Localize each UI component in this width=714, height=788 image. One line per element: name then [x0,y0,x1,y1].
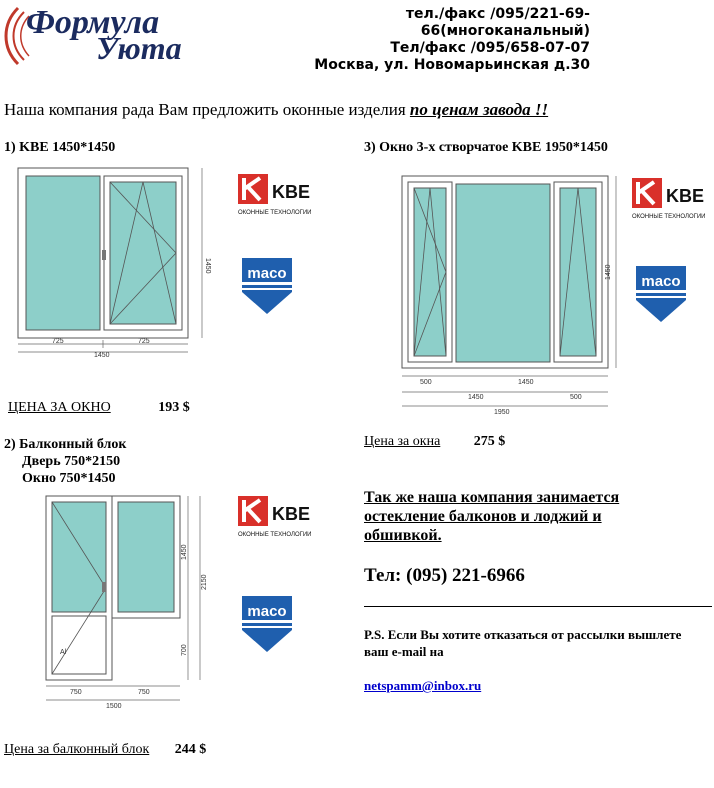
dim2-h2: 2150 [201,574,208,590]
logo-line2: Уюта [96,30,182,66]
dim3-height: 1450 [605,264,612,280]
svg-text:ОКОННЫЕ ТЕХНОЛОГИИ: ОКОННЫЕ ТЕХНОЛОГИИ [238,210,312,216]
svg-text:KBE: KBE [272,504,310,524]
product2-title-line1: 2) Балконный блок [4,437,127,452]
dim2-w1: 750 [70,689,82,696]
product1-price: ЦЕНА ЗА ОКНО 193 $ [8,400,190,416]
dim2-h1: 1450 [181,544,188,560]
svg-text:ОКОННЫЕ ТЕХНОЛОГИИ: ОКОННЫЕ ТЕХНОЛОГИИ [632,214,706,220]
dim-height: 1450 [204,258,211,274]
window-1950-drawing: 500 1450 1450 500 1950 1450 [401,175,617,416]
product3-price: Цена за окна 275 $ [364,434,505,450]
product1-price-label: ЦЕНА ЗА ОКНО [8,400,111,415]
intro-emphasis: по ценам завода !! [409,100,549,119]
maco-logo: maco [240,594,294,659]
dim2-total: 1500 [106,703,122,710]
maco-shield-icon: maco [636,266,686,322]
dim3-total: 1950 [494,409,510,416]
dim2-w2: 750 [138,689,150,696]
unsubscribe-email-link[interactable]: netspamm@inbox.ru [364,678,482,693]
maco-logo: maco [634,264,688,329]
svg-text:maco: maco [247,603,286,620]
dim3-w1: 500 [420,379,432,386]
dim-total: 1450 [94,352,110,358]
kbe-logo: KBE ОКОННЫЕ ТЕХНОЛОГИИ [630,176,714,220]
product3-price-value: 275 $ [473,434,506,449]
kbe-k-icon: KBE ОКОННЫЕ ТЕХНОЛОГИИ [632,178,706,220]
logo-swoosh-icon [4,6,30,66]
contact-phone: Тел: (095) 221-6966 [364,565,525,586]
divider [364,606,712,607]
maco-logo: maco [240,256,294,321]
svg-text:ОКОННЫЕ ТЕХНОЛОГИИ: ОКОННЫЕ ТЕХНОЛОГИИ [238,532,312,538]
svg-text:maco: maco [641,273,680,290]
header-phone1: тел./факс /095/221-69-66(многоканальный) [405,6,590,39]
kbe-logo: KBE ОКОННЫЕ ТЕХНОЛОГИИ [236,494,320,538]
kbe-k-icon: KBE ОКОННЫЕ ТЕХНОЛОГИИ [238,174,312,216]
product2-window-dim: Окно 750*1450 [22,471,116,486]
window-1450-drawing: 725 725 1450 1450 [17,167,211,358]
svg-text:KBE: KBE [272,182,310,202]
logo-line1: Формула [26,4,160,41]
product2-price-label: Цена за балконный блок [4,742,150,757]
svg-text:KBE: KBE [666,186,704,206]
header-contacts: тел./факс /095/221-69-66(многоканальный)… [240,6,590,74]
product2-price: Цена за балконный блок 244 $ [4,742,206,758]
intro-text: Наша компания рада Вам предложить оконны… [4,100,548,120]
balcony-service-note: Так же наша компания занимается остеклен… [364,489,620,544]
product3-price-label: Цена за окна [364,434,441,449]
unsubscribe-note: P.S. Если Вы хотите отказаться от рассыл… [364,627,682,659]
product2-price-value: 244 $ [174,742,207,757]
header-phone2: Тел/факс /095/658-07-07 [390,40,590,56]
intro-plain: Наша компания рада Вам предложить оконны… [4,100,410,119]
kbe-logo: KBE ОКОННЫЕ ТЕХНОЛОГИИ [236,172,320,216]
dim3-w3: 500 [570,394,582,401]
dim2-h3: 700 [181,644,188,656]
maco-shield-icon: maco [242,258,292,314]
product3-title: 3) Окно 3-х створчатое KBE 1950*1450 [364,140,608,155]
header-address: Москва, ул. Новомарьинская д.30 [314,57,590,73]
product1-price-value: 193 $ [158,400,190,415]
svg-text:Al: Al [60,649,67,656]
svg-text:maco: maco [247,265,286,282]
company-logo: Формула Уюта [4,4,240,66]
dim3-w2: 1450 [518,379,534,386]
product2-door-dim: Дверь 750*2150 [22,454,121,469]
product1-title: 1) KBE 1450*1450 [4,140,116,155]
kbe-k-icon: KBE ОКОННЫЕ ТЕХНОЛОГИИ [238,496,312,538]
maco-shield-icon: maco [242,596,292,652]
balcony-block-drawing: Al 750 750 1500 1450 2150 700 [45,495,208,710]
product2-title: 2) Балконный блок Дверь 750*2150 Окно 75… [4,436,126,487]
dim-w2: 725 [138,338,150,345]
dim-w1: 725 [52,338,64,345]
dim3-w2b: 1450 [468,394,484,401]
